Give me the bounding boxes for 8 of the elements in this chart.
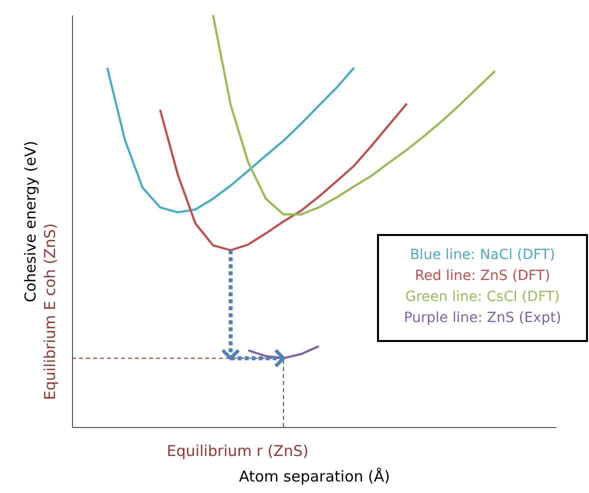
y-axis-title: Cohesive energy (eV) bbox=[22, 140, 40, 302]
x-axis-title: Atom separation (Å) bbox=[238, 468, 390, 486]
ref-line-label: Equilibrium E coh (ZnS) bbox=[41, 223, 59, 400]
text: Purple line: ZnS (Expt) bbox=[404, 310, 562, 326]
text: Blue line: NaCl (DFT) bbox=[410, 247, 556, 263]
text: Equilibrium r (ZnS) bbox=[166, 442, 309, 460]
text: Green line: CsCl (DFT) bbox=[405, 289, 560, 305]
text: Red line: ZnS (DFT) bbox=[414, 268, 550, 284]
